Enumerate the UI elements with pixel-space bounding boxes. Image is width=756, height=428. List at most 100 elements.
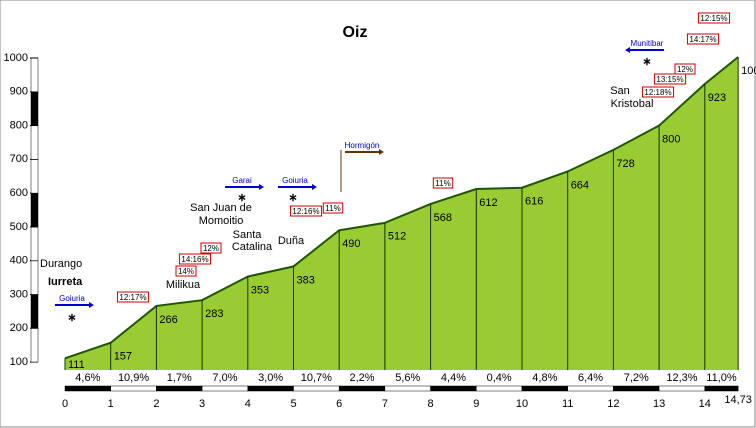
x-axis-band [247,385,294,392]
y-tick-label: 600 [10,187,28,199]
grade-label: 7,0% [212,372,237,384]
y-axis-band [30,192,39,228]
junction-star: ∗ [642,56,651,68]
x-tick-label: 9 [473,398,479,410]
x-tick-label: 8 [428,398,434,410]
altitude-label: 923 [708,92,726,104]
grade-label: 10,7% [301,372,332,384]
x-axis-band [613,385,660,392]
steep-grade-box [653,73,687,85]
grade-label: 3,0% [258,372,283,384]
place-label: San [610,85,630,97]
y-axis-band [30,57,39,93]
place-label: Kristobal [611,98,654,110]
x-tick-label: 3 [199,398,205,410]
x-axis-band [658,385,706,392]
grade-label: 12,3% [666,372,697,384]
junction-star: ∗ [288,192,297,204]
grade-label: 11,0% [706,372,737,384]
y-axis-band [30,159,39,194]
x-axis-band [293,385,340,392]
altitude-label: 664 [571,179,589,191]
steep-grade-label: 14:16% [181,255,208,264]
x-axis-band [201,385,249,392]
road-label: Goiuria [282,176,308,185]
grade-label: 5,6% [395,372,420,384]
y-axis-band [30,260,39,295]
altitude-label: 283 [205,308,223,320]
altitude-label: 353 [251,284,269,296]
grade-label: 0,4% [487,372,512,384]
grade-label: 6,4% [578,372,603,384]
x-axis-band [476,385,523,392]
steep-grade-box [322,202,344,214]
x-tick-label: 10 [516,398,528,410]
altitude-label: 728 [616,158,634,170]
x-tick-label: 13 [653,398,665,410]
road-label: Hormigón [345,141,380,150]
y-axis-band [30,91,39,126]
steep-grade-label: 14:17% [689,35,716,44]
road-label: Garai [232,176,252,185]
altitude-label: 568 [434,212,452,224]
x-tick-label: 0 [62,398,68,410]
grade-label: 2,2% [350,372,375,384]
x-axis-band [704,385,739,392]
place-label: Catalina [232,241,273,253]
x-tick-label: 5 [290,398,296,410]
steep-grade-label: 12:16% [292,207,319,216]
y-axis-band [30,294,39,329]
steep-grade-box [432,177,454,189]
steep-grade-label: 11% [325,204,340,213]
y-tick-label: 300 [10,288,28,300]
profile-line [64,56,739,360]
steep-grade-label: 12% [203,244,219,253]
road-label: Goiuria [59,294,85,303]
x-tick-label: 14,73 [724,394,752,406]
altitude-label: 383 [297,274,315,286]
place-label: Duña [278,235,305,247]
x-axis-band [567,385,614,392]
steep-grade-label: 13:15% [656,75,683,84]
altitude-label: 1003 [741,65,756,77]
place-label: San Juan de [190,202,252,214]
x-tick-label: 11 [562,398,573,410]
road-label: Munitibar [631,39,664,48]
altitude-label: 157 [114,351,132,363]
road-arrowhead [259,184,264,190]
y-tick-label: 200 [10,322,28,334]
steep-grade-box [178,253,212,265]
x-tick-label: 7 [382,398,388,410]
x-tick-label: 6 [336,398,342,410]
place-label: Santa [233,229,263,241]
grade-label: 4,8% [532,372,557,384]
altitude-label: 512 [388,231,406,243]
grade-label: 7,2% [624,372,649,384]
steep-grade-box [175,265,197,277]
junction-star: ∗ [67,312,76,324]
x-axis-band [64,385,111,392]
altitude-label: 490 [342,238,360,250]
x-tick-label: 2 [153,398,159,410]
y-tick-label: 900 [10,86,28,98]
road-arrowhead [379,149,384,155]
place-label: Momoitio [199,215,244,227]
grade-label: 1,7% [167,372,192,384]
x-axis-band [156,385,203,392]
y-axis-band [30,125,39,160]
x-axis-band [384,385,431,392]
grade-label: 4,4% [441,372,466,384]
grade-label: 10,9% [118,372,149,384]
place-label: Durango [40,258,82,270]
steep-grade-label: 12:17% [119,293,146,302]
road-arrowhead [625,47,630,53]
x-tick-label: 12 [607,398,619,410]
x-axis-band [521,385,568,392]
y-tick-label: 700 [10,153,28,165]
steep-grade-box [641,86,675,98]
steep-grade-label: 12:18% [644,88,671,97]
profile-area [65,56,739,371]
steep-grade-box [686,33,720,45]
steep-grade-label: 12% [677,65,693,74]
altitude-label: 111 [68,359,85,371]
